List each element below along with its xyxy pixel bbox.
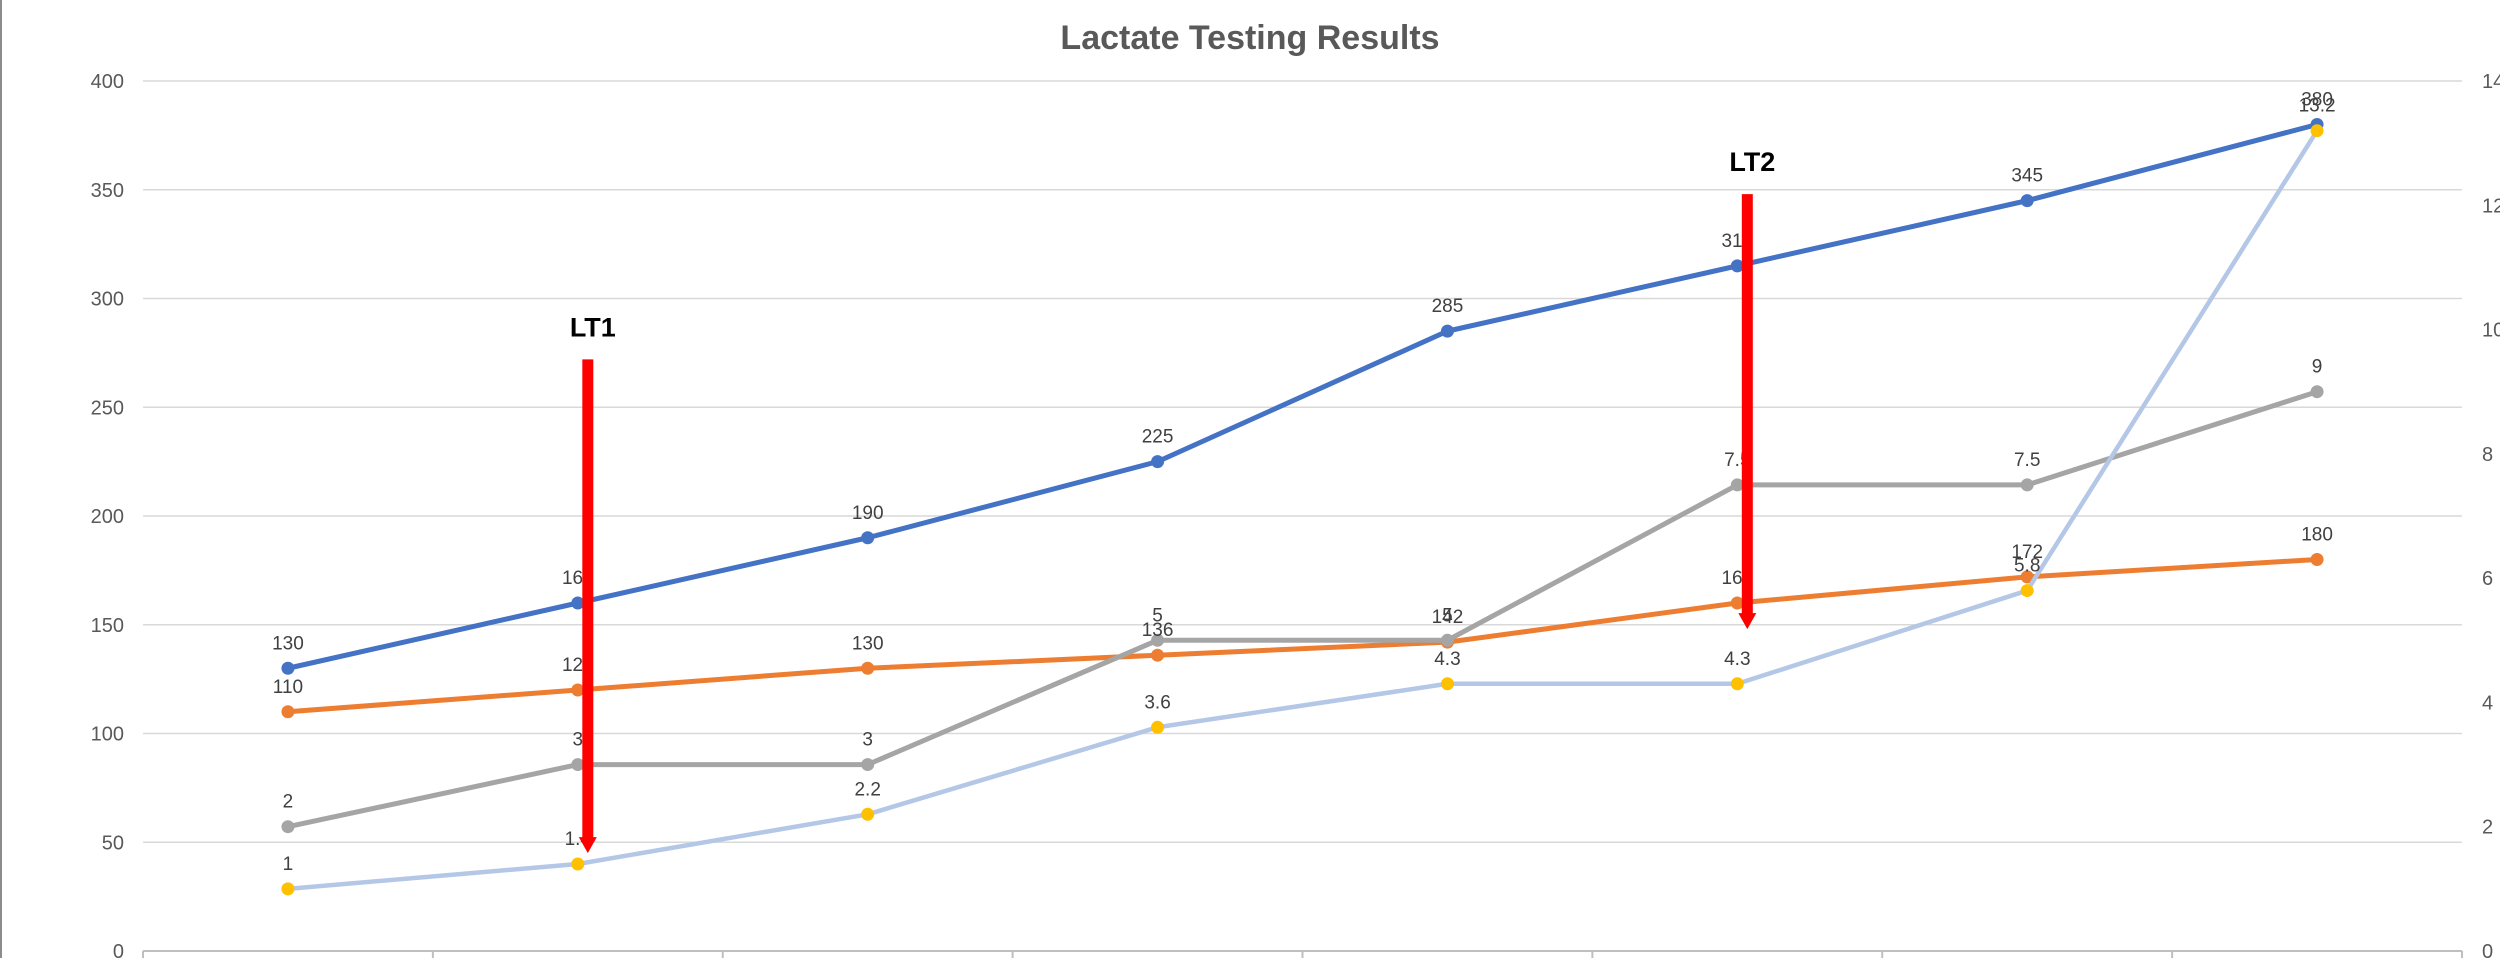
data-point — [2020, 194, 2034, 208]
data-point — [281, 820, 295, 834]
data-label: 4.3 — [1434, 649, 1460, 670]
y-right-tick-label: 12 — [2482, 195, 2500, 217]
y-left-tick-label: 150 — [91, 615, 124, 637]
y-left-tick-label: 50 — [102, 832, 124, 854]
annotation-arrow-head — [578, 837, 597, 854]
data-point — [281, 882, 295, 896]
data-label: 142 — [1432, 607, 1464, 628]
data-point — [1730, 478, 1744, 492]
y-right-tick-label: 2 — [2482, 817, 2493, 839]
y-right-tick-label: 6 — [2482, 568, 2493, 590]
data-label: 13.2 — [2299, 96, 2336, 117]
data-label: 130 — [852, 633, 884, 654]
data-point — [861, 807, 875, 821]
data-point — [571, 683, 585, 697]
y-left-tick-label: 300 — [91, 289, 124, 311]
data-label: 9 — [2312, 357, 2323, 378]
data-label: 5 — [1442, 605, 1453, 626]
annotations: LT1 LT2 — [570, 147, 1775, 854]
data-label: 3 — [573, 730, 584, 751]
annotation-label: LT1 — [570, 312, 616, 342]
y-right-tick-label: 14 — [2482, 71, 2500, 93]
data-point — [571, 758, 585, 772]
y-left-tick-label: 0 — [113, 941, 124, 958]
series-line-2 — [285, 557, 2320, 715]
data-point — [571, 857, 585, 871]
data-point — [2020, 570, 2034, 584]
data-label: 172 — [2011, 542, 2043, 563]
data-label: 190 — [852, 503, 884, 524]
data-label: 180 — [2301, 525, 2333, 546]
series-line-1 — [285, 122, 2320, 671]
y-right-tick-label: 10 — [2482, 320, 2500, 342]
annotation-arrow-head — [1738, 613, 1757, 630]
y-right-tick-label: 0 — [2482, 941, 2493, 958]
series-line-4 — [285, 128, 2320, 892]
data-label: 285 — [1432, 296, 1464, 317]
data-point — [281, 661, 295, 675]
series-lines — [281, 118, 2324, 896]
y-left-tick-label: 250 — [91, 397, 124, 419]
data-point — [861, 661, 875, 675]
chart-title: Lactate Testing Results — [1060, 19, 1439, 57]
y-left-tick-label: 100 — [91, 724, 124, 746]
y-right-tick-label: 4 — [2482, 692, 2493, 714]
series-line-3 — [285, 389, 2320, 830]
data-label: 225 — [1142, 427, 1174, 448]
data-point — [1151, 720, 1165, 734]
data-point — [2310, 385, 2324, 399]
window-left-border — [0, 0, 2, 958]
data-label: 130 — [272, 633, 304, 654]
data-label: 4.3 — [1724, 649, 1750, 670]
data-point — [1151, 648, 1165, 662]
data-point — [1730, 677, 1744, 691]
data-label: 110 — [273, 677, 303, 698]
data-point — [861, 758, 875, 772]
data-label: 5.8 — [2014, 556, 2040, 577]
data-labels: 1301601902252853153453801101201301361421… — [272, 90, 2335, 875]
data-label: 2.2 — [854, 779, 880, 800]
y-right-tick-label: 8 — [2482, 444, 2493, 466]
data-point — [861, 531, 875, 545]
annotation-label: LT2 — [1729, 147, 1775, 177]
grid-lines — [143, 80, 2462, 843]
data-point — [1151, 633, 1165, 647]
data-label: 5 — [1152, 605, 1163, 626]
data-label: 380 — [2301, 90, 2333, 111]
data-label: 345 — [2011, 166, 2043, 187]
data-label: 3.6 — [1144, 692, 1170, 713]
y-left-tick-label: 350 — [91, 180, 124, 202]
data-point — [2310, 124, 2324, 138]
data-label: 7.5 — [2014, 450, 2040, 471]
data-point — [2020, 478, 2034, 492]
data-label: 3 — [862, 730, 873, 751]
data-point — [2020, 584, 2034, 598]
data-label: 2 — [283, 792, 294, 813]
data-point — [281, 705, 295, 719]
data-label: 1 — [283, 854, 294, 875]
data-point — [1730, 596, 1744, 610]
data-point — [571, 596, 585, 610]
data-point — [1440, 633, 1454, 647]
y-left-tick-label: 200 — [91, 506, 124, 528]
data-label: 136 — [1142, 620, 1174, 641]
data-point — [1440, 677, 1454, 691]
data-point — [1730, 259, 1744, 273]
y-left-tick-label: 400 — [91, 71, 124, 93]
data-point — [1151, 455, 1165, 469]
data-point — [1440, 324, 1454, 338]
data-point — [2310, 553, 2324, 566]
